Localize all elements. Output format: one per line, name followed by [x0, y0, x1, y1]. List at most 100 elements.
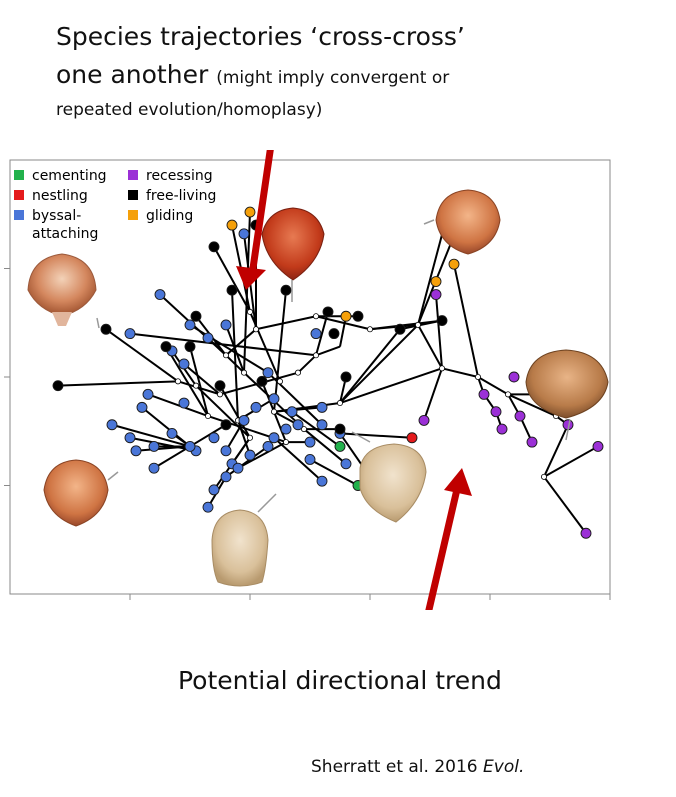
tree-edge-29 [147, 393, 209, 418]
tree-edge-75 [189, 423, 227, 448]
tip-gliding-0 [226, 219, 238, 231]
tip-byssal-24 [304, 436, 316, 448]
citation-journal: Evol. [483, 757, 525, 777]
tip-byssal-43 [316, 419, 328, 431]
shell-image-top-right [423, 189, 501, 255]
tree-edge-17 [57, 380, 179, 387]
legend-swatch-cementing [14, 170, 24, 180]
tip-byssal-26 [262, 440, 274, 452]
tree-edge-40 [303, 428, 347, 465]
arrow-head [236, 266, 266, 290]
tip-free-living-11 [328, 328, 340, 340]
tip-nestling-0 [406, 432, 418, 444]
internal-node-0 [312, 313, 319, 320]
internal-node-20 [474, 373, 481, 380]
tree-edge-83 [225, 445, 269, 478]
tip-free-living-3 [280, 284, 292, 296]
citation: Sherratt et al. 2016 Evol. [311, 757, 524, 777]
headline-annotation: Species trajectories ‘cross-cross’ one a… [56, 18, 576, 123]
tip-byssal-38 [220, 471, 232, 483]
tip-byssal-36 [238, 414, 250, 426]
tree-edge-74 [339, 432, 413, 439]
tree-edge-71 [309, 458, 359, 487]
internal-node-14 [174, 378, 181, 385]
tip-free-living-6 [100, 323, 112, 335]
tip-byssal-31 [184, 319, 196, 331]
citation-authors: Sherratt et al. 2016 [311, 757, 484, 777]
tip-byssal-35 [148, 462, 160, 474]
internal-node-1 [252, 326, 259, 333]
legend-swatch-nestling [14, 190, 24, 200]
shell-image-left-lower [43, 459, 119, 527]
legend-label-byssal-part1: byssal- [32, 208, 81, 224]
tip-byssal-12 [148, 440, 160, 452]
tip-byssal-34 [316, 475, 328, 487]
tree-edge-62 [543, 424, 569, 478]
tree-edge-31 [219, 385, 251, 439]
tip-gliding-1 [244, 206, 256, 218]
tree-edge-2 [213, 246, 251, 313]
shell-image-right-center [351, 431, 427, 523]
tip-byssal-20 [208, 484, 220, 496]
species-tips [52, 206, 604, 539]
tip-recessing-7 [526, 436, 538, 448]
tip-free-living-5 [352, 310, 364, 322]
tip-byssal-18 [244, 449, 256, 461]
tip-free-living-13 [436, 315, 448, 327]
internal-node-24 [294, 369, 301, 376]
tip-byssal-41 [184, 440, 196, 452]
tree-edge-43 [339, 328, 401, 404]
tree-edge-66 [339, 367, 443, 404]
tip-byssal-37 [304, 454, 316, 465]
legend-label-byssal-part2: attaching [32, 226, 98, 242]
headline-line-2-main: one another [56, 60, 209, 89]
tip-byssal-1 [154, 289, 166, 300]
tip-byssal-40 [268, 432, 280, 444]
tip-free-living-2 [226, 284, 238, 296]
red-arrow-cross-cross [236, 150, 274, 290]
legend-swatch-gliding [128, 210, 138, 220]
tip-free-living-16 [220, 419, 232, 431]
tip-free-living-1 [208, 241, 220, 253]
tree-edge-53 [477, 376, 509, 396]
tip-byssal-27 [286, 406, 298, 418]
tree-edge-24 [183, 363, 221, 396]
legend-swatch-free-living [128, 190, 138, 200]
tree-edge-81 [153, 445, 191, 469]
tip-byssal-7 [220, 319, 232, 331]
arrow-shaft [425, 484, 462, 610]
tree-edge-60 [507, 393, 557, 417]
legend-swatch-byssal [14, 210, 24, 220]
tip-byssal-33 [136, 401, 148, 413]
shell-image-bottom-center [211, 493, 277, 587]
internal-node-8 [246, 308, 253, 315]
internal-node-18 [438, 365, 445, 372]
shell-image-top-center [261, 207, 325, 302]
tree-edge-63 [543, 445, 599, 478]
tip-byssal-4 [142, 388, 154, 400]
tree-edge-45 [339, 324, 419, 404]
tip-free-living-10 [214, 380, 226, 392]
pointer-line [423, 219, 435, 225]
phylomorphospace-chart: cementing nestling byssal- attaching rec… [4, 150, 611, 610]
tip-byssal-14 [166, 427, 178, 439]
legend-label-gliding: gliding [146, 208, 193, 224]
tree-edge-48 [369, 323, 419, 331]
tip-free-living-4 [322, 306, 334, 318]
tree-edge-51 [441, 367, 479, 378]
internal-node-12 [300, 426, 307, 433]
tip-free-living-7 [160, 341, 172, 353]
tip-recessing-9 [592, 440, 604, 452]
headline-line-2: one another (might imply convergent or [56, 56, 576, 97]
tree-edge-80 [111, 423, 191, 448]
tip-byssal-22 [280, 423, 292, 435]
tip-byssal-9 [208, 432, 220, 444]
tree-edge-65 [423, 367, 443, 421]
internal-node-23 [541, 473, 548, 480]
tip-byssal-2 [124, 328, 136, 340]
tip-byssal-10 [178, 397, 190, 409]
tree-edge-49 [435, 294, 443, 369]
arrow-shaft [248, 150, 274, 276]
tip-recessing-6 [496, 423, 508, 435]
tree-edge-7 [231, 290, 239, 421]
